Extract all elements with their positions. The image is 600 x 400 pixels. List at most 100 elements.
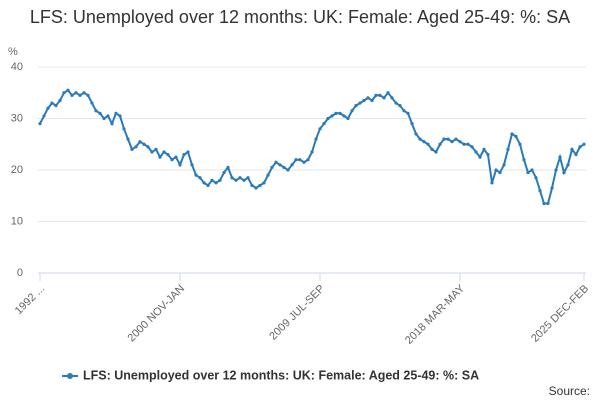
data-point bbox=[358, 101, 362, 105]
data-point bbox=[194, 173, 198, 177]
data-point bbox=[82, 91, 86, 95]
data-point bbox=[234, 178, 238, 182]
data-point bbox=[38, 122, 42, 126]
data-point bbox=[106, 114, 110, 118]
data-point bbox=[246, 176, 250, 180]
data-point bbox=[490, 181, 494, 185]
data-point bbox=[546, 201, 550, 206]
data-point bbox=[346, 116, 350, 121]
y-tick-label: 40 bbox=[11, 61, 23, 73]
data-point bbox=[94, 109, 98, 113]
data-point bbox=[266, 173, 270, 177]
data-point bbox=[430, 147, 434, 151]
data-point bbox=[90, 101, 94, 105]
data-point bbox=[382, 96, 386, 100]
y-tick-label: 30 bbox=[11, 112, 23, 124]
data-point bbox=[310, 150, 314, 154]
data-point bbox=[434, 150, 438, 154]
data-point bbox=[502, 163, 506, 167]
data-point bbox=[538, 189, 542, 193]
data-point bbox=[450, 140, 454, 144]
y-tick-label: 0 bbox=[17, 267, 23, 279]
data-point bbox=[190, 163, 194, 167]
data-point bbox=[302, 160, 306, 164]
data-point bbox=[582, 142, 586, 146]
data-point bbox=[54, 104, 58, 108]
data-point bbox=[422, 140, 426, 144]
data-point bbox=[562, 170, 566, 175]
data-point bbox=[238, 176, 242, 180]
data-point bbox=[550, 186, 554, 190]
x-tick-label: 2025 DEC-FEB bbox=[529, 283, 591, 345]
data-point bbox=[574, 152, 578, 157]
data-point bbox=[554, 168, 558, 172]
data-point bbox=[454, 137, 458, 141]
data-point bbox=[398, 104, 402, 108]
data-point bbox=[402, 109, 406, 113]
data-point bbox=[178, 163, 182, 167]
data-point bbox=[294, 158, 298, 162]
data-point bbox=[186, 150, 190, 154]
x-tick-label: 2018 MAR-MAY bbox=[403, 282, 468, 347]
data-point bbox=[566, 163, 570, 167]
data-point bbox=[166, 152, 170, 157]
data-point bbox=[218, 178, 222, 182]
data-point bbox=[242, 178, 246, 182]
data-point bbox=[210, 178, 214, 182]
data-point bbox=[162, 150, 166, 154]
data-point bbox=[338, 111, 342, 115]
data-point bbox=[250, 183, 254, 188]
data-point bbox=[354, 104, 358, 108]
data-point bbox=[334, 111, 338, 115]
data-point bbox=[46, 106, 50, 110]
data-point bbox=[466, 142, 470, 146]
x-tick-label: 2009 JUL-SEP bbox=[267, 283, 327, 343]
data-point bbox=[258, 183, 262, 188]
data-point bbox=[414, 132, 418, 136]
data-point bbox=[170, 158, 174, 162]
data-point bbox=[498, 170, 502, 175]
data-point bbox=[418, 137, 422, 141]
data-point bbox=[122, 127, 126, 131]
data-point bbox=[150, 150, 154, 154]
data-point bbox=[198, 176, 202, 180]
data-point bbox=[126, 137, 130, 141]
data-point bbox=[86, 93, 90, 97]
data-point bbox=[182, 152, 186, 157]
data-point bbox=[146, 145, 150, 149]
y-tick-label: 10 bbox=[11, 215, 23, 227]
data-point bbox=[118, 114, 122, 118]
data-point bbox=[206, 183, 210, 188]
data-point bbox=[314, 137, 318, 141]
data-point bbox=[330, 114, 334, 118]
data-point bbox=[270, 165, 274, 170]
data-point bbox=[70, 93, 74, 97]
data-point bbox=[226, 165, 230, 170]
data-point bbox=[66, 88, 70, 92]
data-point bbox=[482, 147, 486, 151]
data-point bbox=[370, 98, 374, 103]
data-point bbox=[110, 122, 114, 126]
data-point bbox=[514, 134, 518, 139]
data-point bbox=[42, 114, 46, 118]
data-point bbox=[534, 176, 538, 180]
data-point bbox=[318, 127, 322, 131]
data-point bbox=[558, 155, 562, 159]
chart-title: LFS: Unemployed over 12 months: UK: Fema… bbox=[29, 7, 571, 27]
source: Source: bbox=[549, 384, 590, 398]
data-point bbox=[62, 91, 66, 95]
data-point bbox=[326, 116, 330, 121]
data-point bbox=[74, 91, 78, 95]
x-tick-label: 1992 ... bbox=[13, 283, 47, 317]
data-point bbox=[570, 147, 574, 151]
data-point bbox=[102, 116, 106, 121]
data-point bbox=[426, 142, 430, 146]
data-point bbox=[290, 163, 294, 167]
data-point bbox=[174, 155, 178, 159]
data-point bbox=[286, 168, 290, 172]
data-point bbox=[306, 158, 310, 162]
data-point bbox=[506, 147, 510, 151]
data-point bbox=[486, 152, 490, 157]
